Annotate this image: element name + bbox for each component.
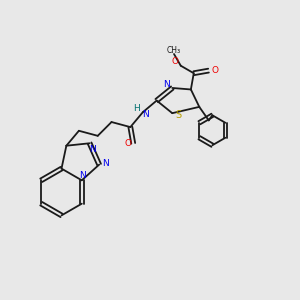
Text: N: N — [164, 80, 170, 89]
Text: H: H — [133, 104, 140, 113]
Text: CH₃: CH₃ — [167, 46, 181, 55]
Text: N: N — [89, 145, 96, 154]
Text: N: N — [142, 110, 149, 119]
Text: O: O — [212, 66, 219, 75]
Text: S: S — [176, 110, 182, 120]
Text: N: N — [79, 171, 86, 180]
Text: N: N — [102, 159, 109, 168]
Text: O: O — [124, 139, 131, 148]
Text: O: O — [172, 57, 179, 66]
